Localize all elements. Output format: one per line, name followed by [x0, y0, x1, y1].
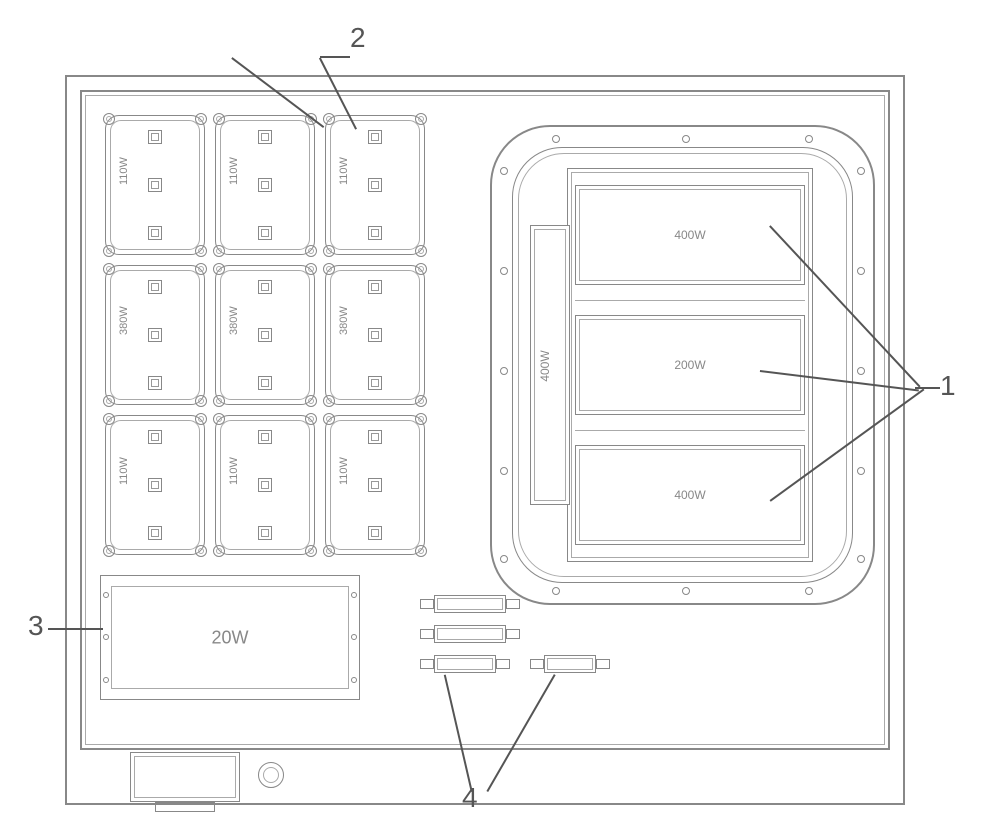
- callout-2: 2: [350, 22, 366, 54]
- socket-label: 380W: [228, 306, 240, 335]
- resistor-2: [420, 655, 510, 673]
- box-20w: 20W: [100, 575, 360, 700]
- socket-2-0: 110W: [105, 415, 205, 555]
- enclosure-block-2: 400W: [575, 445, 805, 545]
- callout-2-line-top: [320, 56, 350, 58]
- callout-3: 3: [28, 610, 44, 642]
- enclosure-block-label: 400W: [674, 488, 705, 502]
- bottom-connector-stub: [155, 802, 215, 812]
- socket-label: 380W: [118, 306, 130, 335]
- socket-2-2: 110W: [325, 415, 425, 555]
- socket-2-1: 110W: [215, 415, 315, 555]
- socket-0-1: 110W: [215, 115, 315, 255]
- socket-1-1: 380W: [215, 265, 315, 405]
- bottom-connector: [130, 752, 240, 802]
- callout-3-line: [48, 628, 103, 630]
- socket-label: 110W: [118, 457, 130, 485]
- enclosure-block-1: 200W: [575, 315, 805, 415]
- socket-0-2: 110W: [325, 115, 425, 255]
- socket-label: 110W: [118, 157, 130, 185]
- block-separator: [575, 430, 805, 431]
- enclosure-block-3: 400W: [530, 225, 570, 505]
- enclosure-block-label: 400W: [674, 228, 705, 242]
- socket-label: 110W: [338, 157, 350, 185]
- socket-1-2: 380W: [325, 265, 425, 405]
- callout-1: 1: [940, 370, 956, 402]
- box-20w-label: 20W: [211, 627, 248, 648]
- socket-label: 110W: [338, 457, 350, 485]
- resistor-3: [530, 655, 610, 673]
- socket-1-0: 380W: [105, 265, 205, 405]
- socket-label: 110W: [228, 457, 240, 485]
- resistor-1: [420, 625, 520, 643]
- socket-0-0: 110W: [105, 115, 205, 255]
- socket-label: 380W: [338, 306, 350, 335]
- resistor-0: [420, 595, 520, 613]
- enclosure-block-0: 400W: [575, 185, 805, 285]
- socket-label: 110W: [228, 157, 240, 185]
- round-button: [258, 762, 284, 788]
- enclosure-block-label: 200W: [674, 358, 705, 372]
- block-separator: [575, 300, 805, 301]
- enclosure-block-label: 400W: [538, 350, 552, 381]
